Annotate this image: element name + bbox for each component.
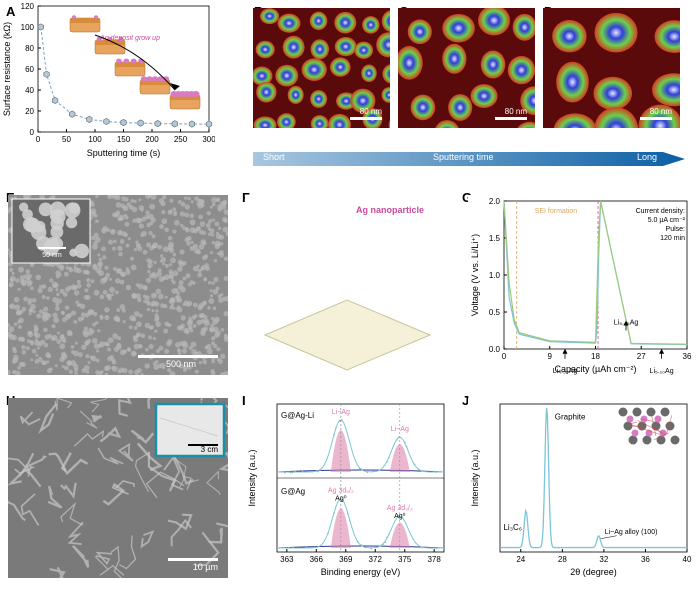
panel-e-sem: 50 nm 500 nm: [8, 195, 228, 375]
svg-text:Ag⁰: Ag⁰: [335, 495, 347, 503]
panel-d-afm: 80 nm: [543, 8, 680, 128]
svg-text:Li₅.₁₀Ag: Li₅.₁₀Ag: [650, 368, 674, 375]
timebar-center: Sputtering time: [433, 152, 494, 162]
svg-text:80: 80: [25, 44, 34, 53]
svg-text:60: 60: [25, 65, 34, 74]
panel-i-xps: 363 366 369 372 375 378 Binding energy (eV) Int…: [245, 398, 450, 578]
svg-text:Ag nanoparticle: Ag nanoparticle: [356, 205, 424, 215]
svg-text:366: 366: [310, 555, 324, 564]
svg-text:Pulse:: Pulse:: [666, 226, 686, 233]
svg-text:32: 32: [599, 555, 608, 564]
svg-text:378: 378: [427, 555, 441, 564]
svg-text:Ag⁰: Ag⁰: [394, 512, 406, 520]
svg-text:20: 20: [25, 107, 34, 116]
svg-text:36: 36: [641, 555, 650, 564]
svg-text:1.0: 1.0: [489, 271, 501, 280]
panel-g-chart: 091827360.00.51.01.52.0Capacity (µAh cm⁻…: [468, 195, 693, 375]
svg-text:Surface resistance (kΩ): Surface resistance (kΩ): [2, 22, 12, 116]
svg-text:40: 40: [25, 86, 34, 95]
svg-text:0: 0: [36, 135, 41, 144]
svg-text:120: 120: [21, 2, 35, 11]
svg-text:250: 250: [174, 135, 188, 144]
svg-text:120 min: 120 min: [660, 235, 685, 242]
svg-text:200: 200: [145, 135, 159, 144]
panel-c-scalebar: 80 nm: [495, 107, 527, 120]
svg-text:18: 18: [591, 352, 600, 361]
svg-text:300: 300: [202, 135, 215, 144]
svg-text:Li−Ag alloy (100): Li−Ag alloy (100): [605, 529, 658, 536]
svg-text:1.5: 1.5: [489, 234, 501, 243]
svg-text:50: 50: [62, 135, 71, 144]
svg-text:27: 27: [637, 352, 646, 361]
svg-text:5.0 µA cm⁻²: 5.0 µA cm⁻²: [648, 217, 686, 224]
svg-text:Ag 3d₅/₂: Ag 3d₅/₂: [328, 488, 354, 495]
panel-d-scalebar: 80 nm: [640, 107, 672, 120]
svg-text:0.5: 0.5: [489, 308, 501, 317]
svg-text:363: 363: [280, 555, 294, 564]
svg-text:10 µm: 10 µm: [193, 562, 218, 572]
svg-text:2.0: 2.0: [489, 197, 501, 206]
svg-text:40: 40: [683, 555, 692, 564]
svg-text:Sputtering time (s): Sputtering time (s): [87, 148, 161, 158]
svg-text:369: 369: [339, 555, 353, 564]
svg-text:36: 36: [683, 352, 692, 361]
svg-text:2θ (degree): 2θ (degree): [570, 567, 617, 577]
svg-text:Li₃C₆: Li₃C₆: [503, 523, 522, 532]
svg-text:372: 372: [369, 555, 383, 564]
svg-text:24: 24: [516, 555, 525, 564]
svg-text:Current density:: Current density:: [636, 208, 685, 215]
svg-text:Binding energy (eV): Binding energy (eV): [321, 567, 401, 577]
svg-text:Voltage (V vs. Li/Li⁺): Voltage (V vs. Li/Li⁺): [470, 234, 480, 316]
svg-text:G@Ag-Li: G@Ag-Li: [281, 411, 314, 420]
svg-text:100: 100: [88, 135, 102, 144]
panel-b-scalebar: 80 nm: [350, 107, 382, 120]
svg-text:150: 150: [117, 135, 131, 144]
svg-text:Graphite: Graphite: [555, 412, 586, 421]
panel-a-chart: 0 50 100 150 200 250 300 0 20 40 60 80 100 120 Sputter…: [0, 0, 215, 160]
svg-text:9: 9: [548, 352, 553, 361]
svg-text:Intensity (a.u.): Intensity (a.u.): [470, 449, 480, 506]
svg-text:500 nm: 500 nm: [166, 359, 196, 369]
svg-text:28: 28: [558, 555, 567, 564]
svg-text:0: 0: [30, 128, 35, 137]
svg-text:Intensity (a.u.): Intensity (a.u.): [247, 449, 257, 506]
svg-text:Ag 3d₃/₂: Ag 3d₃/₂: [387, 505, 413, 512]
panel-b-afm: 80 nm: [253, 8, 390, 128]
svg-text:0: 0: [502, 352, 507, 361]
svg-text:G@Ag: G@Ag: [281, 487, 305, 496]
label-a: A: [6, 4, 15, 19]
svg-text:Li₄.₅₅Ag: Li₄.₅₅Ag: [553, 368, 578, 375]
panel-f-3d: Ag nanoparticle: [245, 195, 450, 375]
timebar-long: Long: [637, 152, 657, 162]
svg-text:50 nm: 50 nm: [42, 252, 62, 259]
svg-text:375: 375: [398, 555, 412, 564]
panel-h-sem: 3 cm 10 µm: [8, 398, 228, 578]
sputtering-time-bar: Short Sputtering time Long: [253, 148, 685, 170]
panel-j-xrd: 24 28 32 36 40 2θ (degree) Intensity (a.u.) Gra…: [468, 398, 693, 578]
svg-text:100: 100: [21, 23, 35, 32]
svg-text:0.0: 0.0: [489, 345, 501, 354]
svg-text:Ag deposit grow up: Ag deposit grow up: [99, 35, 160, 42]
svg-text:SEI formation: SEI formation: [535, 208, 578, 215]
panel-c-afm: 80 nm: [398, 8, 535, 128]
svg-text:3 cm: 3 cm: [201, 445, 219, 454]
timebar-short: Short: [263, 152, 285, 162]
